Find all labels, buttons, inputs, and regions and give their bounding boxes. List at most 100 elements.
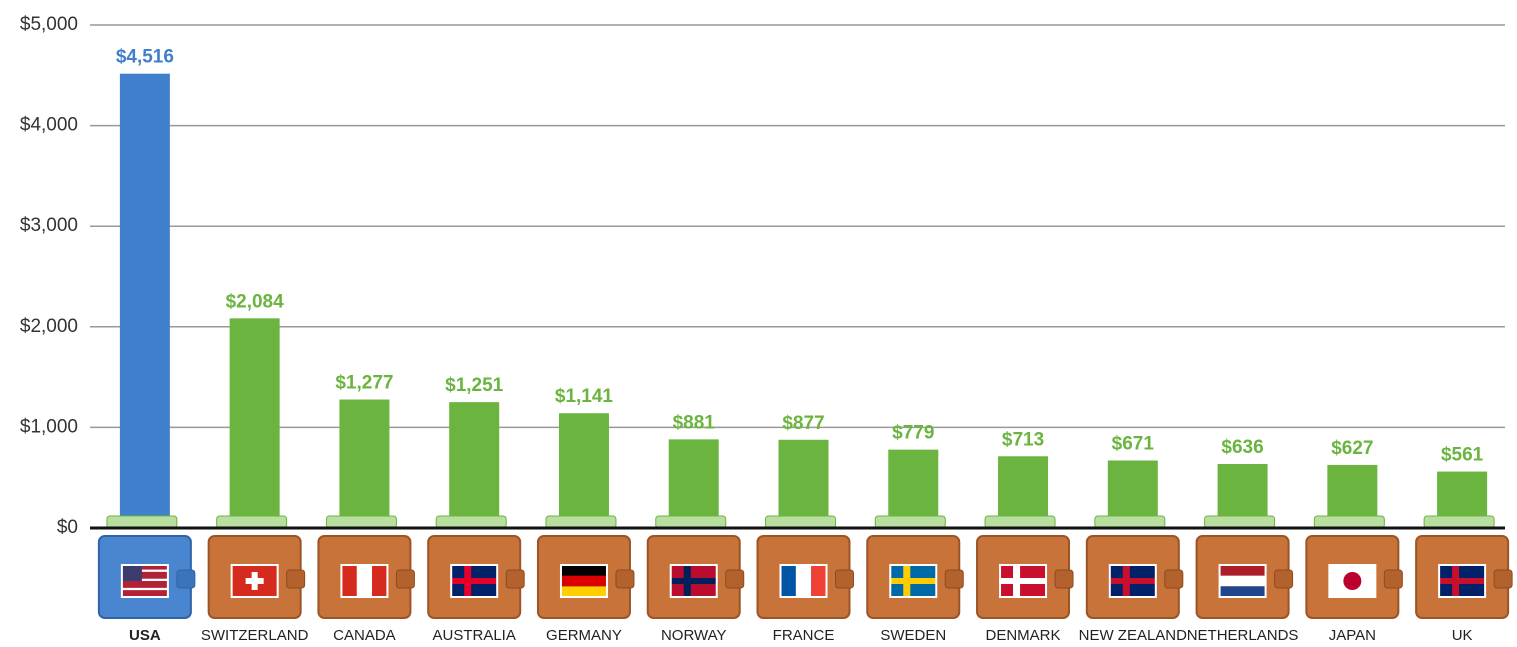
x-tick-label: NORWAY — [661, 627, 727, 644]
flag — [121, 587, 168, 591]
bar — [119, 73, 170, 528]
flag-border — [999, 564, 1048, 598]
flag — [1000, 578, 1047, 584]
flag — [372, 565, 388, 597]
flag — [121, 578, 168, 581]
bar — [778, 439, 829, 528]
y-tick-label: $1,000 — [20, 416, 78, 437]
x-tick-label: NEW ZEALAND — [1079, 627, 1188, 644]
wallet-clasp — [944, 569, 964, 589]
x-tick-label: JAPAN — [1329, 627, 1376, 644]
wallet-clasp — [395, 569, 415, 589]
wallet-clasp — [615, 569, 635, 589]
flag — [780, 565, 796, 597]
x-tick-label: DENMARK — [986, 627, 1061, 644]
wallet-clasp — [176, 569, 196, 589]
wallet-clasp — [1274, 569, 1294, 589]
wallet-cash — [1313, 515, 1385, 529]
flag-border — [559, 564, 608, 598]
value-label: $2,084 — [226, 291, 285, 312]
flag — [121, 574, 168, 577]
x-tick-label: FRANCE — [773, 627, 835, 644]
bar — [558, 413, 609, 528]
x-tick-label: SWITZERLAND — [201, 627, 309, 644]
wallet-cash — [325, 515, 397, 529]
flag — [1219, 586, 1266, 597]
flag — [341, 565, 357, 597]
bar — [449, 402, 500, 528]
wallet-cash — [984, 515, 1056, 529]
y-tick-label: $4,000 — [20, 115, 78, 136]
flag — [121, 565, 142, 581]
wallet-clasp — [505, 569, 525, 589]
value-label: $1,277 — [335, 373, 393, 394]
x-tick-label: GERMANY — [546, 627, 622, 644]
flag — [811, 565, 827, 597]
flag — [1109, 578, 1156, 584]
value-label: $881 — [673, 412, 716, 433]
y-tick-label: $5,000 — [20, 14, 78, 35]
flag-border — [1328, 564, 1377, 598]
flag — [121, 583, 168, 586]
value-label: $779 — [892, 423, 934, 444]
flag — [560, 586, 607, 597]
value-label: $877 — [782, 413, 824, 434]
flag — [1343, 572, 1362, 590]
y-tick-label: $2,000 — [20, 316, 78, 337]
bar — [668, 439, 719, 528]
wallet-cash — [106, 515, 178, 529]
flag — [121, 592, 168, 595]
flag — [795, 565, 812, 597]
wallet-cash — [545, 515, 617, 529]
wallet-cash — [216, 515, 288, 529]
x-tick-label: SWEDEN — [880, 627, 946, 644]
wallet-clasp — [1164, 569, 1184, 589]
flag — [1219, 575, 1266, 587]
flag-border — [230, 564, 279, 598]
flag — [121, 569, 168, 572]
bar — [339, 399, 390, 528]
value-label: $561 — [1441, 445, 1484, 466]
flag-border — [1218, 564, 1267, 598]
bar — [888, 449, 939, 528]
value-label: $1,141 — [555, 386, 614, 407]
y-tick-label: $0 — [57, 517, 78, 538]
wallet-cash — [874, 515, 946, 529]
flag-border — [120, 564, 169, 598]
wallet-cash — [435, 515, 507, 529]
value-label: $713 — [1002, 429, 1044, 450]
flag-border — [340, 564, 389, 598]
value-label: $627 — [1331, 438, 1373, 459]
x-tick-label: NETHERLANDS — [1187, 627, 1299, 644]
flag-border — [1438, 564, 1487, 598]
value-label: $1,251 — [445, 375, 504, 396]
flag — [560, 575, 607, 587]
bar — [229, 318, 280, 528]
flag-border — [450, 564, 499, 598]
wallet-clasp — [1383, 569, 1403, 589]
wallet-clasp — [1054, 569, 1074, 589]
flag-border — [1108, 564, 1157, 598]
wallet-clasp — [835, 569, 854, 589]
wallet-cash — [765, 515, 836, 529]
flag — [670, 578, 717, 584]
value-label: $636 — [1221, 437, 1263, 458]
flag — [451, 578, 498, 584]
flag — [1219, 565, 1266, 576]
flag — [890, 578, 937, 584]
wallet-cash — [1094, 515, 1166, 529]
wallet-clasp — [286, 569, 306, 589]
wallet-cash — [1423, 515, 1495, 529]
flag-border — [779, 564, 828, 598]
wallet-cash — [655, 515, 727, 529]
wallet-clasp — [725, 569, 745, 589]
flag-border — [669, 564, 718, 598]
x-tick-label: USA — [129, 627, 161, 644]
x-tick-label: UK — [1452, 627, 1473, 644]
value-label: $4,516 — [116, 47, 174, 68]
value-label: $671 — [1112, 434, 1155, 455]
flag-border — [889, 564, 938, 598]
flag — [560, 565, 607, 576]
x-tick-label: AUSTRALIA — [433, 627, 516, 644]
